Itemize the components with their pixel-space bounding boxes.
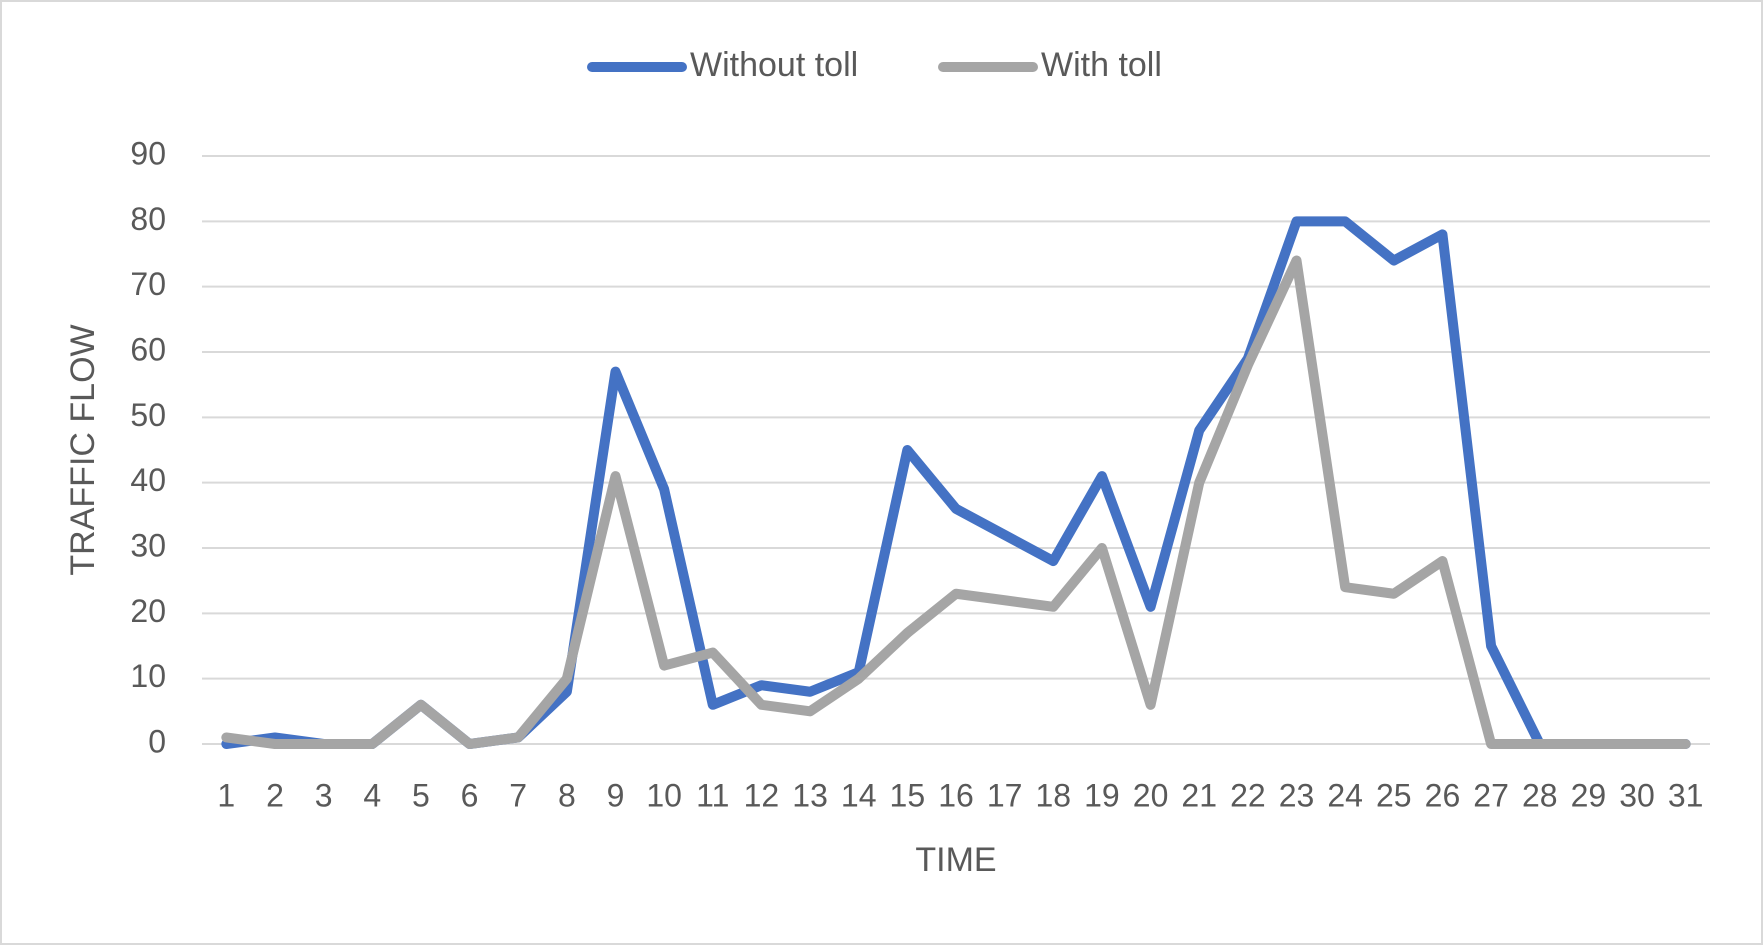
x-tick-label: 15 [890, 777, 926, 813]
y-tick-label: 60 [130, 331, 166, 367]
x-tick-label: 28 [1522, 777, 1558, 813]
x-tick-label: 11 [696, 777, 729, 813]
x-tick-label: 10 [646, 777, 682, 813]
x-tick-label: 31 [1668, 777, 1704, 813]
x-tick-label: 27 [1473, 777, 1509, 813]
x-tick-label: 21 [1181, 777, 1217, 813]
x-tick-label: 9 [607, 777, 625, 813]
y-tick-label: 90 [130, 135, 166, 171]
x-tick-label: 2 [266, 777, 284, 813]
x-tick-label: 23 [1279, 777, 1315, 813]
x-tick-label: 5 [412, 777, 430, 813]
x-tick-label: 4 [363, 777, 381, 813]
x-tick-label: 1 [217, 777, 235, 813]
x-axis-title: TIME [915, 841, 996, 879]
x-tick-label: 29 [1571, 777, 1607, 813]
x-tick-label: 14 [841, 777, 877, 813]
x-tick-label: 7 [509, 777, 527, 813]
x-tick-label: 18 [1035, 777, 1071, 813]
y-tick-label: 0 [148, 723, 166, 759]
y-tick-label: 40 [130, 462, 166, 498]
x-tick-label: 8 [558, 777, 576, 813]
x-tick-label: 20 [1133, 777, 1169, 813]
y-tick-label: 80 [130, 201, 166, 237]
x-tick-label: 16 [938, 777, 974, 813]
x-tick-label: 17 [987, 777, 1023, 813]
x-tick-label: 19 [1084, 777, 1120, 813]
x-tick-label: 22 [1230, 777, 1266, 813]
legend-label: Without toll [690, 46, 858, 84]
x-tick-label: 3 [315, 777, 333, 813]
y-tick-label: 70 [130, 266, 166, 302]
y-tick-label: 30 [130, 527, 166, 563]
x-tick-label: 25 [1376, 777, 1412, 813]
legend-label: With toll [1041, 46, 1162, 84]
x-tick-label: 24 [1327, 777, 1363, 813]
y-tick-label: 10 [130, 658, 166, 694]
x-tick-label: 26 [1425, 777, 1461, 813]
y-tick-label: 20 [130, 593, 166, 629]
x-tick-label: 12 [744, 777, 780, 813]
y-tick-label: 50 [130, 397, 166, 433]
x-tick-label: 13 [792, 777, 828, 813]
line-series [221, 255, 1691, 749]
y-axis-title: TRAFFIC FLOW [64, 324, 102, 575]
x-tick-label: 6 [461, 777, 479, 813]
x-tick-label: 30 [1619, 777, 1655, 813]
